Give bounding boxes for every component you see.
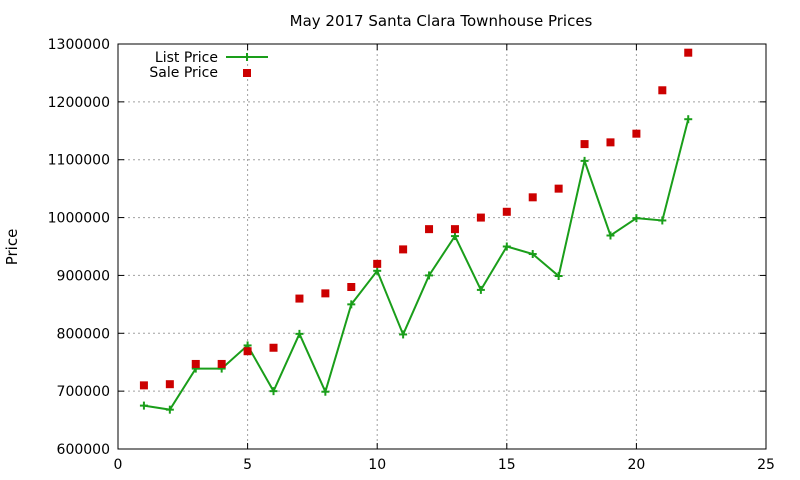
y-tick-label: 700000: [57, 384, 110, 400]
list-price-point: [606, 231, 615, 240]
list-price-point: [295, 329, 304, 338]
list-price-point: [580, 156, 589, 165]
list-price-point: [632, 214, 641, 223]
list-price-point: [399, 330, 408, 339]
y-tick-label: 1000000: [48, 211, 110, 227]
list-price-point: [373, 266, 382, 275]
sale-price-point: [632, 129, 641, 138]
list-price-point: [165, 405, 174, 414]
sale-price-point: [243, 347, 252, 356]
x-tick-label: 20: [627, 457, 645, 473]
list-price-point: [528, 250, 537, 259]
list-price-point: [269, 387, 278, 396]
list-price-point: [425, 271, 434, 280]
x-tick-label: 5: [243, 457, 252, 473]
y-axis-label: Price: [3, 229, 21, 266]
sale-price-point: [165, 380, 174, 389]
sale-price-point: [139, 381, 148, 390]
sale-price-point: [399, 245, 408, 254]
sale-price-point: [295, 294, 304, 303]
list-price-point: [684, 115, 693, 124]
list-price-point: [347, 300, 356, 309]
list-price-point: [139, 401, 148, 410]
x-tick-label: 25: [757, 457, 775, 473]
y-tick-label: 1100000: [48, 153, 110, 169]
y-tick-label: 900000: [57, 268, 110, 284]
legend-label: List Price: [155, 50, 218, 66]
y-tick-label: 800000: [57, 326, 110, 342]
y-tick-label: 600000: [57, 442, 110, 458]
plot-frame: [117, 43, 767, 450]
sale-price-point: [606, 138, 615, 147]
sale-price-point: [528, 193, 537, 202]
sale-price-point: [373, 259, 382, 268]
sale-price-point: [217, 359, 226, 368]
sale-price-point: [191, 359, 200, 368]
sale-price-point: [502, 207, 511, 216]
list-price-point: [554, 272, 563, 281]
list-price-line: [143, 118, 690, 411]
list-price-point: [658, 216, 667, 225]
sale-price-point: [580, 140, 589, 149]
y-tick-label: 1200000: [48, 95, 110, 111]
list-price-point: [476, 285, 485, 294]
y-tick-label: 1300000: [48, 37, 110, 53]
x-tick-label: 10: [368, 457, 386, 473]
list-price-point: [502, 242, 511, 251]
axis-ticks: 0 5 10 15 20 25 600000 700000 800000 900000 100000…: [48, 37, 775, 473]
grid-lines: [118, 44, 766, 449]
legend-square-swatch: [243, 69, 251, 77]
x-tick-label: 15: [498, 457, 516, 473]
sale-price-point: [450, 225, 459, 234]
x-tick-label: 0: [114, 457, 123, 473]
list-price-point: [321, 387, 330, 396]
sale-price-point: [425, 225, 434, 234]
list-price-point: [450, 232, 459, 241]
data-series: [139, 48, 693, 414]
sale-price-point: [658, 86, 667, 95]
chart-title: May 2017 Santa Clara Townhouse Prices: [290, 12, 593, 30]
legend-label: Sale Price: [149, 65, 218, 81]
sale-price-point: [347, 283, 356, 291]
sale-price-point: [684, 48, 693, 57]
sale-price-point: [554, 184, 563, 193]
sale-price-point: [476, 213, 485, 222]
legend-cross-swatch: [243, 53, 251, 61]
sale-price-point: [321, 289, 330, 298]
sale-price-point: [269, 343, 278, 352]
